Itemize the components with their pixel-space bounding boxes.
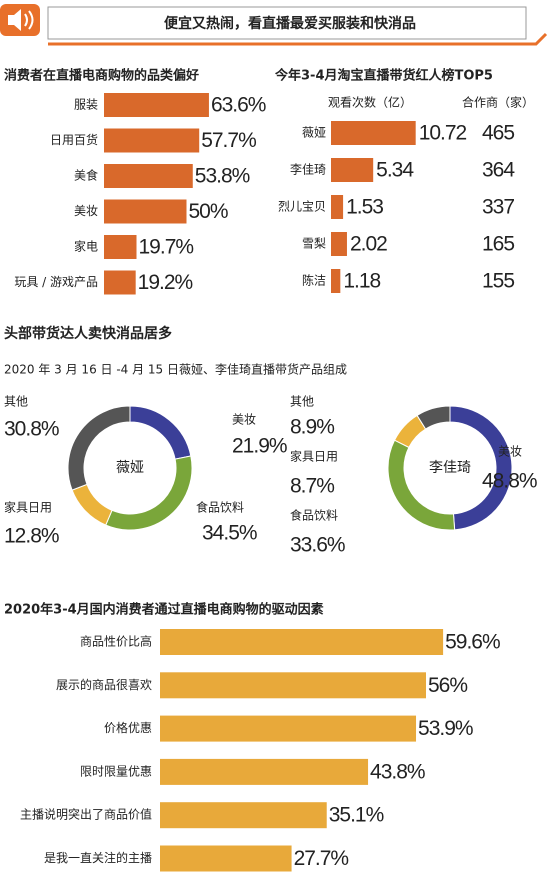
segment-label: 美妆 bbox=[232, 413, 256, 427]
bar bbox=[331, 269, 341, 293]
segment-value: 33.6% bbox=[290, 534, 345, 557]
segment-label: 其他 bbox=[290, 395, 314, 409]
category-label: 李佳琦 bbox=[290, 162, 326, 177]
bar bbox=[104, 128, 200, 153]
value-label: 2.02 bbox=[350, 233, 387, 256]
donut-center-label: 李佳琦 bbox=[429, 460, 471, 476]
bar bbox=[160, 802, 327, 829]
value-label: 1.18 bbox=[343, 270, 380, 293]
category-label: 商品性价比高 bbox=[80, 634, 152, 649]
segment-value: 8.7% bbox=[290, 475, 334, 498]
donut-segment bbox=[416, 405, 451, 430]
chart-title: 今年3-4月淘宝直播带货红人榜TOP5 bbox=[274, 68, 493, 84]
segment-label: 家具日用 bbox=[4, 500, 52, 515]
bar bbox=[160, 629, 444, 655]
section-subtitle: 2020 年 3 月 16 日 -4 月 15 日薇娅、李佳琦直播带货产品组成 bbox=[4, 362, 347, 377]
segment-value: 8.9% bbox=[290, 416, 334, 439]
bar bbox=[160, 845, 292, 872]
value-label: 35.1% bbox=[329, 804, 384, 827]
segment-value: 34.5% bbox=[202, 522, 257, 545]
column-header: 观看次数（亿） bbox=[328, 95, 412, 110]
segment-label: 家具日用 bbox=[290, 449, 338, 464]
bar bbox=[104, 270, 136, 295]
category-label: 展示的商品很喜欢 bbox=[56, 677, 152, 692]
segment-value: 48.8% bbox=[482, 470, 537, 493]
category-label: 陈洁 bbox=[302, 273, 326, 288]
segment-value: 21.9% bbox=[232, 435, 287, 458]
value-label: 53.8% bbox=[195, 165, 250, 188]
value-label: 1.53 bbox=[346, 196, 383, 219]
category-label: 烈儿宝贝 bbox=[278, 200, 326, 214]
partner-count: 364 bbox=[482, 159, 515, 182]
category-label: 美妆 bbox=[74, 204, 98, 218]
category-label: 玩具 / 游戏产品 bbox=[14, 275, 98, 289]
value-label: 10.72 bbox=[419, 122, 467, 145]
category-label: 价格优惠 bbox=[104, 720, 152, 735]
column-header: 合作商（家） bbox=[462, 95, 534, 110]
value-label: 50% bbox=[189, 200, 228, 223]
header-rule bbox=[48, 32, 548, 46]
segment-value: 12.8% bbox=[4, 525, 59, 548]
header-title: 便宜又热闹，看直播最爱买服装和快消品 bbox=[164, 15, 416, 32]
value-label: 43.8% bbox=[370, 760, 425, 783]
value-label: 19.2% bbox=[138, 271, 193, 294]
bar bbox=[160, 672, 426, 699]
category-label: 美食 bbox=[74, 168, 98, 183]
bar bbox=[104, 199, 187, 224]
donut-segment bbox=[71, 483, 113, 526]
segment-label: 食品饮料 bbox=[290, 508, 338, 523]
segment-value: 30.8% bbox=[4, 418, 59, 441]
category-label: 日用百货 bbox=[50, 132, 98, 147]
bar bbox=[104, 93, 209, 117]
value-label: 5.34 bbox=[376, 159, 414, 182]
value-label: 27.7% bbox=[294, 847, 349, 870]
category-label: 是我一直关注的主播 bbox=[44, 850, 152, 865]
chart-title: 2020年3-4月国内消费者通过直播电商购物的驱动因素 bbox=[4, 602, 324, 618]
bar bbox=[160, 715, 417, 742]
value-label: 56% bbox=[428, 674, 467, 697]
category-label: 家电 bbox=[74, 239, 98, 254]
partner-count: 155 bbox=[482, 270, 514, 293]
section-title: 头部带货达人卖快消品居多 bbox=[4, 325, 172, 342]
partner-count: 165 bbox=[482, 233, 514, 256]
bar bbox=[331, 195, 344, 219]
donut-segment bbox=[387, 439, 456, 531]
category-label: 服装 bbox=[74, 98, 98, 112]
category-label: 雪梨 bbox=[302, 237, 326, 251]
segment-label: 其他 bbox=[4, 395, 28, 409]
category-label: 薇娅 bbox=[302, 126, 326, 140]
value-label: 63.6% bbox=[211, 94, 266, 117]
value-label: 59.6% bbox=[445, 631, 500, 654]
donut-center-label: 薇娅 bbox=[116, 460, 144, 476]
segment-label: 食品饮料 bbox=[196, 500, 244, 515]
segment-label: 美妆 bbox=[498, 445, 522, 459]
bar bbox=[160, 758, 369, 785]
bar bbox=[104, 164, 193, 188]
bar bbox=[104, 235, 137, 259]
category-label: 限时限量优惠 bbox=[80, 764, 152, 778]
donut-segment bbox=[129, 405, 192, 460]
chart-title: 消费者在直播电商购物的品类偏好 bbox=[4, 68, 199, 84]
value-label: 53.9% bbox=[418, 717, 473, 740]
bar bbox=[331, 232, 347, 256]
speaker-icon bbox=[0, 4, 40, 36]
category-label: 主播说明突出了商品价值 bbox=[20, 807, 152, 822]
bar bbox=[331, 121, 416, 145]
value-label: 19.7% bbox=[139, 236, 194, 259]
bar bbox=[331, 158, 374, 182]
title-box bbox=[47, 6, 527, 40]
partner-count: 337 bbox=[482, 196, 514, 219]
value-label: 57.7% bbox=[201, 129, 256, 152]
partner-count: 465 bbox=[482, 122, 514, 145]
donut-segment bbox=[67, 405, 131, 491]
